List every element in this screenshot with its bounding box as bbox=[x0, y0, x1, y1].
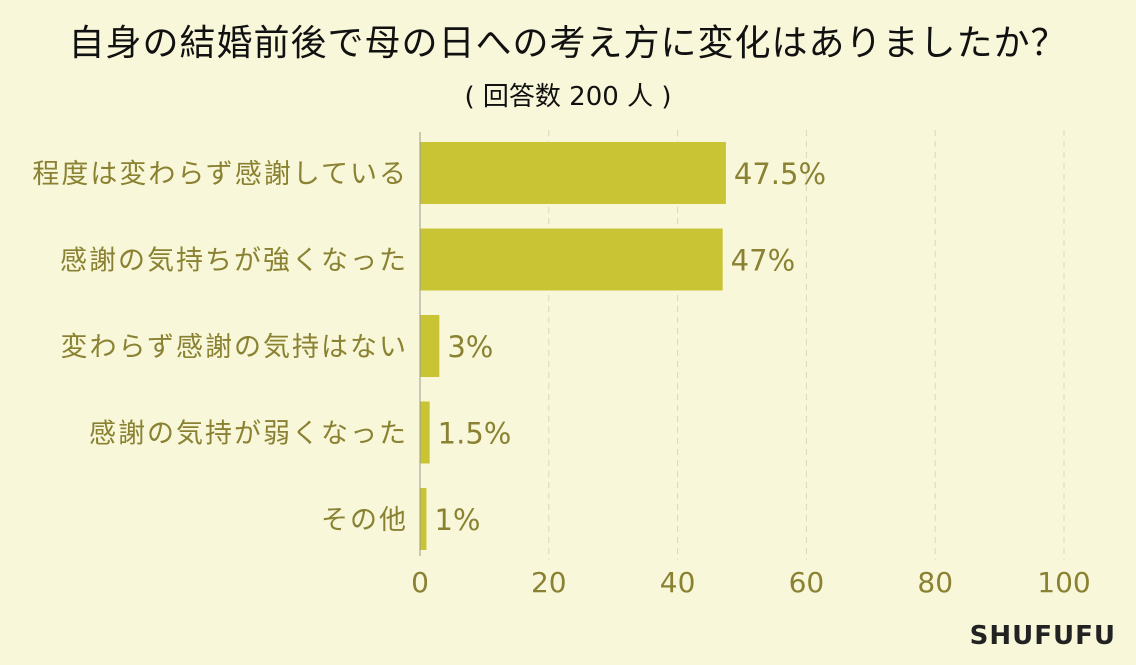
value-label: 47.5% bbox=[734, 157, 826, 191]
bar-4 bbox=[420, 488, 427, 550]
bar-0 bbox=[420, 142, 726, 204]
bar-2 bbox=[420, 315, 440, 377]
chart-title: 自身の結婚前後で母の日への考え方に変化はありましたか？ bbox=[68, 23, 1068, 64]
category-label: 変わらず感謝の気持はない bbox=[61, 332, 408, 363]
x-tick-label: 40 bbox=[660, 566, 696, 599]
value-label: 3% bbox=[447, 330, 493, 364]
x-tick-label: 100 bbox=[1037, 566, 1090, 599]
category-label: 程度は変わらず感謝している bbox=[32, 159, 408, 190]
x-tick-label: 60 bbox=[789, 566, 825, 599]
x-tick-label: 80 bbox=[917, 566, 953, 599]
value-label: 47% bbox=[731, 244, 795, 278]
x-tick-label: 0 bbox=[411, 566, 429, 599]
category-label: 感謝の気持が弱くなった bbox=[89, 419, 408, 450]
bar-1 bbox=[420, 228, 723, 291]
value-label: 1% bbox=[434, 503, 480, 537]
category-label: 感謝の気持ちが強くなった bbox=[60, 246, 408, 277]
chart-subtitle: ( 回答数 200 人 ) bbox=[464, 82, 672, 112]
bar-3 bbox=[420, 401, 430, 464]
brand-logo-text: SHUFUFU bbox=[969, 621, 1116, 651]
x-tick-label: 20 bbox=[531, 566, 567, 599]
value-label: 1.5% bbox=[438, 417, 512, 451]
category-label: その他 bbox=[321, 505, 408, 536]
